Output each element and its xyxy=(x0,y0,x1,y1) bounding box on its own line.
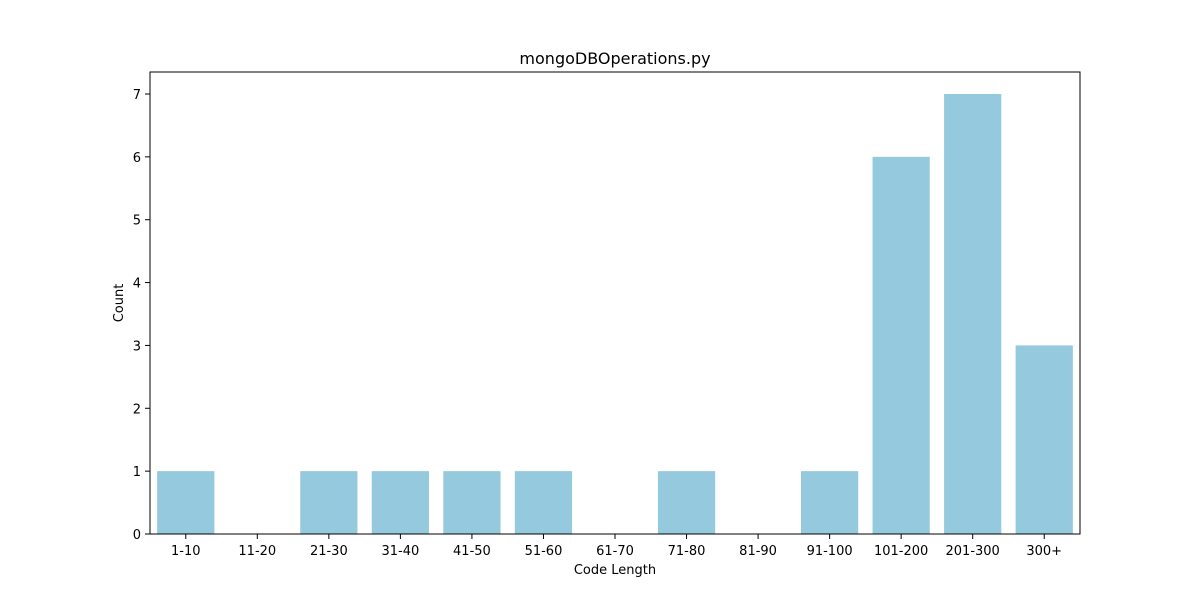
bar-41-50 xyxy=(443,471,501,534)
y-tick-label: 3 xyxy=(133,339,141,354)
x-axis-ticks: 1-10 11-20 21-30 31-40 41-50 51-60 61-70 71-80 8… xyxy=(171,534,1062,559)
x-tick-label: 300+ xyxy=(1026,544,1062,559)
bar-101-200 xyxy=(872,156,930,534)
plot-area-frame xyxy=(149,71,1081,535)
x-axis-title: Code Length xyxy=(574,563,656,578)
x-tick-label: 201-300 xyxy=(946,544,1000,559)
bar-21-30 xyxy=(300,471,358,534)
x-tick-label: 21-30 xyxy=(310,544,348,559)
x-tick-label: 61-70 xyxy=(596,544,634,559)
y-axis-ticks: 0 1 2 3 4 5 6 7 xyxy=(133,88,150,543)
bars-group xyxy=(157,94,1073,534)
bar-31-40 xyxy=(371,471,429,534)
bar-91-100 xyxy=(801,471,859,534)
x-tick-label: 51-60 xyxy=(525,544,563,559)
y-tick-label: 4 xyxy=(133,277,141,292)
y-tick-label: 0 xyxy=(133,528,141,543)
x-tick-label: 11-20 xyxy=(238,544,276,559)
x-tick-label: 41-50 xyxy=(453,544,491,559)
x-tick-label: 91-100 xyxy=(807,544,853,559)
y-tick-label: 6 xyxy=(133,151,141,166)
bar-71-80 xyxy=(657,471,716,534)
bar-300+ xyxy=(1015,345,1073,534)
y-tick-label: 1 xyxy=(133,465,141,480)
x-tick-label: 1-10 xyxy=(171,544,201,559)
bar-51-60 xyxy=(514,471,573,534)
bar-1-10 xyxy=(157,471,215,534)
bar-201-300 xyxy=(944,94,1002,534)
y-axis-title: Count xyxy=(112,284,127,323)
y-tick-label: 7 xyxy=(133,88,141,103)
y-tick-label: 2 xyxy=(133,402,141,417)
x-tick-label: 81-90 xyxy=(739,544,777,559)
y-tick-label: 5 xyxy=(133,214,141,229)
x-tick-label: 71-80 xyxy=(668,544,706,559)
x-tick-label: 31-40 xyxy=(381,544,419,559)
chart-title: mongoDBOperations.py xyxy=(519,49,710,68)
x-tick-label: 101-200 xyxy=(874,544,928,559)
